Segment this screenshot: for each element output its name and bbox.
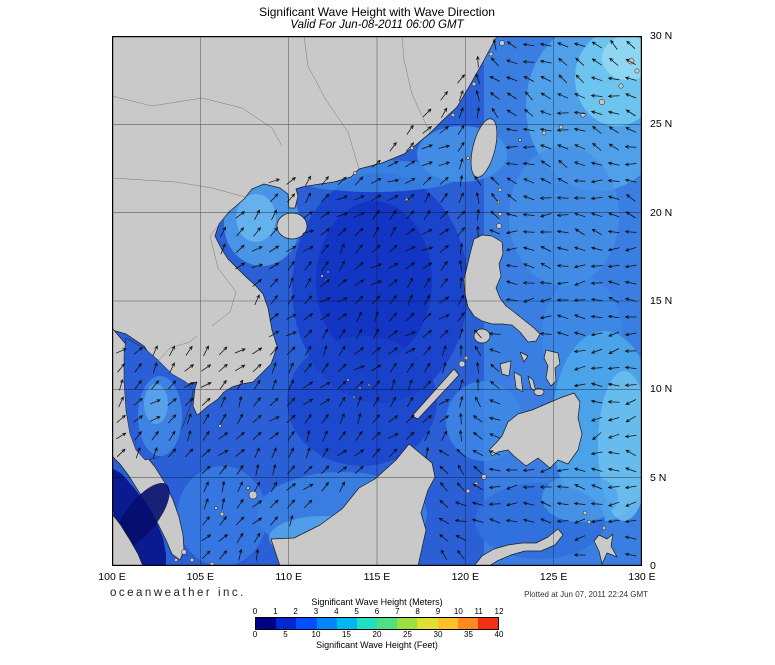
oceanweather-branding: oceanweather inc.	[110, 587, 246, 599]
legend-feet-label: Significant Wave Height (Feet)	[316, 640, 438, 650]
legend-color-segment	[457, 618, 478, 629]
legend-tick: 4	[334, 607, 339, 616]
legend-tick: 3	[313, 607, 319, 616]
lon-label: 130 E	[628, 571, 656, 583]
legend-tick: 10	[453, 607, 463, 616]
lon-label: 105 E	[186, 571, 215, 583]
legend-tick: 5	[354, 607, 359, 616]
landmasses	[111, 35, 640, 567]
map-region	[111, 21, 670, 567]
legend-tick: 7	[395, 607, 400, 616]
legend-tick: 9	[435, 607, 441, 616]
country-borders	[111, 35, 431, 364]
island-hainan	[276, 212, 308, 240]
graticule-grid	[112, 36, 642, 566]
legend-tick: 35	[464, 630, 473, 639]
map-canvas	[111, 21, 670, 567]
island-halmahera	[593, 533, 618, 565]
legend-tick: 0	[252, 630, 258, 639]
legend-tick: 8	[415, 607, 420, 616]
legend-tick: 25	[403, 630, 412, 639]
plotted-timestamp: Plotted at Jun 07, 2011 22:24 GMT	[524, 590, 648, 599]
island-bohol	[533, 388, 545, 396]
legend-tick: 10	[311, 630, 321, 639]
island-sulawesi	[473, 528, 564, 567]
lat-label: 25 N	[650, 118, 673, 131]
legend-color-segment	[256, 618, 277, 629]
legend-tick: 6	[374, 607, 380, 616]
lat-label: 15 N	[650, 294, 673, 307]
legend-tick: 11	[474, 607, 483, 616]
legend-tick: 30	[433, 630, 443, 639]
island-taiwan	[470, 118, 498, 178]
legend-meters-ticks: 0 1 2 3 4 5 6 7 8 9 10 11 12	[253, 607, 504, 617]
landmass-asia	[111, 35, 498, 416]
lat-label: 0	[650, 559, 656, 572]
legend-meters-label: Significant Wave Height (Meters)	[311, 597, 443, 607]
legend-tick: 15	[342, 630, 351, 639]
lat-label: 5 N	[650, 471, 667, 484]
island-palawan	[411, 368, 460, 420]
legend-color-segment	[336, 618, 357, 629]
legend-tick: 12	[494, 607, 504, 616]
island-negros	[513, 371, 524, 393]
legend-tick: 5	[283, 630, 288, 639]
legend-color-segment	[437, 618, 458, 629]
lat-label: 30 N	[650, 30, 673, 42]
legend-color-segment	[356, 618, 378, 629]
wave-direction-arrows	[115, 38, 637, 561]
lat-label: 10 N	[650, 383, 673, 396]
lon-label: 100 E	[98, 571, 126, 583]
legend-tick: 40	[494, 630, 504, 639]
island-panay	[499, 360, 512, 377]
valid-time-subtitle: Valid For Jun-08-2011 06:00 GMT	[290, 19, 464, 31]
legend-color-segment	[377, 618, 398, 629]
lon-label: 110 E	[275, 571, 302, 583]
legend-feet-ticks: 0 5 10 15 20 25 30 35 40	[253, 630, 504, 640]
landmass-borneo	[270, 443, 436, 567]
legend-color-segment	[316, 618, 337, 629]
map-frame	[112, 36, 642, 566]
lat-label: 20 N	[650, 206, 673, 219]
legend-color-segment	[276, 618, 297, 629]
lon-label: 125 E	[539, 571, 568, 583]
legend-color-segment	[477, 618, 499, 629]
legend-tick: 2	[293, 607, 298, 616]
gulf-of-thailand	[123, 337, 194, 461]
legend-color-segment	[296, 618, 317, 629]
legend-colorbar	[255, 617, 499, 630]
page-title: Significant Wave Height with Wave Direct…	[259, 5, 495, 19]
legend-color-segment	[397, 618, 418, 629]
island-mindoro	[473, 328, 491, 344]
legend-tick: 0	[252, 607, 258, 616]
legend-color-segment	[417, 618, 438, 629]
legend-tick: 1	[273, 607, 278, 616]
island-luzon	[463, 234, 541, 343]
lon-label: 120 E	[451, 571, 480, 583]
lon-label: 115 E	[363, 571, 391, 583]
island-masbate	[519, 351, 529, 363]
legend-tick: 20	[372, 630, 382, 639]
